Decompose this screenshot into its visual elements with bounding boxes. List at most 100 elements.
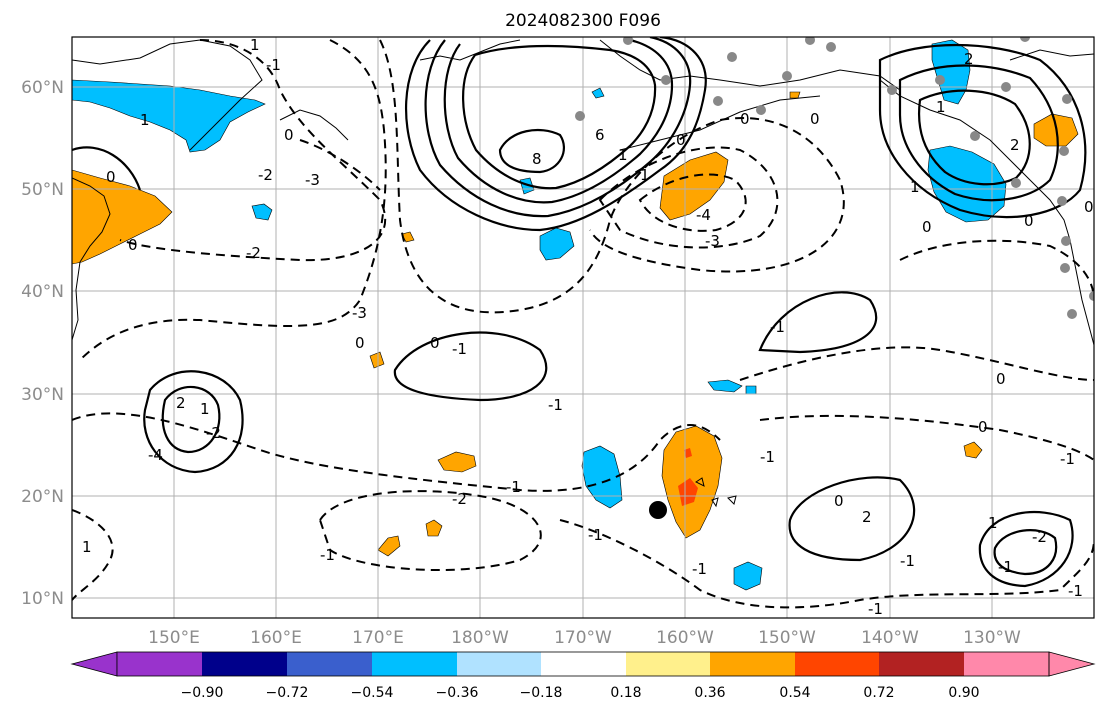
contour-label: 0 <box>996 370 1006 388</box>
hawaii-marker <box>649 501 667 519</box>
station-dot <box>713 96 723 106</box>
contour-label: 8 <box>532 150 542 168</box>
station-markers <box>575 37 1094 319</box>
lon-tick-label: 150°E <box>148 628 200 648</box>
contour-label: -1 <box>760 448 775 466</box>
contour-label: 0 <box>676 131 686 149</box>
contour-label: 1 <box>250 36 260 54</box>
blue-region-aleutian <box>539 227 575 261</box>
contour-center <box>393 331 548 402</box>
contour-label: 2 <box>176 394 186 412</box>
colorbar-bin <box>626 652 710 676</box>
station-dot <box>756 105 766 115</box>
contour-label: -1 <box>998 558 1013 576</box>
contour-label: 1 <box>988 514 998 532</box>
coast-alaska-peninsula <box>619 95 821 151</box>
contours-positive <box>72 37 1087 588</box>
colorbar-bin <box>879 652 964 676</box>
contour-label: -2 <box>1032 528 1047 546</box>
contour-label: 1 <box>618 146 628 164</box>
contour-ne-2 <box>898 64 1059 202</box>
contour-west-1 <box>143 370 244 474</box>
colorbar-tick-label: −0.90 <box>181 685 224 701</box>
contour-high-2 <box>424 37 692 218</box>
contours-negative <box>72 39 1094 609</box>
negative-shading <box>72 39 1007 591</box>
contour-label: -2 <box>206 424 221 442</box>
orange-region-small1 <box>369 351 385 369</box>
contour-label: 0 <box>810 110 820 128</box>
colorbar-bin <box>457 652 541 676</box>
station-dot <box>661 75 671 85</box>
station-dot <box>1057 196 1067 206</box>
contour-se-2 <box>993 529 1058 576</box>
orange-region-small4 <box>425 519 443 537</box>
station-dot <box>1001 82 1011 92</box>
station-dot <box>623 37 633 45</box>
contour-label: 0 <box>834 492 844 510</box>
colorbar-tick-label: −0.36 <box>436 685 479 701</box>
contour-label: -1 <box>548 396 563 414</box>
lat-tick-label: 50°N <box>21 180 64 200</box>
coast-kamchatka <box>72 177 111 341</box>
contour-label: 0 <box>1084 198 1094 216</box>
coastlines <box>72 39 1094 508</box>
contour-label: -3 <box>352 304 367 322</box>
contour-label: -4 <box>696 206 711 224</box>
contour-ne-1 <box>878 43 1087 219</box>
blue-region-mid <box>707 379 743 393</box>
colorbar-frame <box>116 651 1050 677</box>
coast-chukotka <box>419 39 521 61</box>
orange-region-north-pacific <box>659 151 729 221</box>
contour-label: 1 <box>200 400 210 418</box>
lat-tick-label: 20°N <box>21 487 64 507</box>
contour-east-0 <box>758 291 878 354</box>
figure-title: 2024082300 F096 <box>505 11 661 31</box>
contour-label: 0 <box>355 334 365 352</box>
contour-label: 1 <box>640 166 650 184</box>
contour-ne-3 <box>918 89 1031 186</box>
contour-se-1 <box>978 510 1074 588</box>
contour-high-1 <box>404 37 707 232</box>
latitude-axis: 60°N 50°N 40°N 30°N 20°N 10°N <box>21 78 64 609</box>
contour-label: -3 <box>305 171 320 189</box>
contour-label: -1 <box>770 318 785 336</box>
colorbar-bin <box>202 652 287 676</box>
contour-label: -2 <box>452 490 467 508</box>
coast-north-america <box>879 79 1094 346</box>
red-region-hawaii <box>678 478 698 506</box>
contour-n-3-west <box>299 139 381 191</box>
station-dot <box>826 42 836 52</box>
colorbar-bin <box>287 652 372 676</box>
colorbar-bin <box>964 652 1049 676</box>
contour-n-4 <box>638 173 747 232</box>
contour-label: -1 <box>868 600 883 618</box>
colorbar-bin <box>795 652 879 676</box>
contour-label: 2 <box>964 50 974 68</box>
contour-n-3 <box>598 146 779 249</box>
station-dot <box>1020 37 1030 42</box>
contour-label: 2 <box>1010 136 1020 154</box>
colorbar-tick-label: 0.18 <box>610 685 641 701</box>
lat-tick-label: 40°N <box>21 282 64 302</box>
contour-west-2 <box>161 385 221 454</box>
contour-high-3 <box>443 38 674 204</box>
orange-region-speck <box>789 91 801 99</box>
colorbar-tick-label: −0.54 <box>351 685 394 701</box>
lon-tick-label: 150°W <box>758 628 816 648</box>
contour-east-2 <box>759 414 1094 461</box>
contour-label: 1 <box>936 98 946 116</box>
lon-tick-label: 130°W <box>963 628 1021 648</box>
contour-label: -2 <box>258 166 273 184</box>
orange-region-small3 <box>377 535 401 557</box>
longitude-axis: 150°E 160°E 170°E 180°W 170°W 160°W 150°… <box>148 628 1021 648</box>
strong-positive-shading <box>678 448 698 506</box>
contour-label: 0 <box>740 110 750 128</box>
station-dot <box>1067 309 1077 319</box>
colorbar-tick-label: −0.72 <box>266 685 309 701</box>
contour-label: 0 <box>1024 212 1034 230</box>
lat-tick-label: 60°N <box>21 78 64 98</box>
lon-tick-label: 180°W <box>451 628 509 648</box>
colorbar-bin <box>710 652 795 676</box>
